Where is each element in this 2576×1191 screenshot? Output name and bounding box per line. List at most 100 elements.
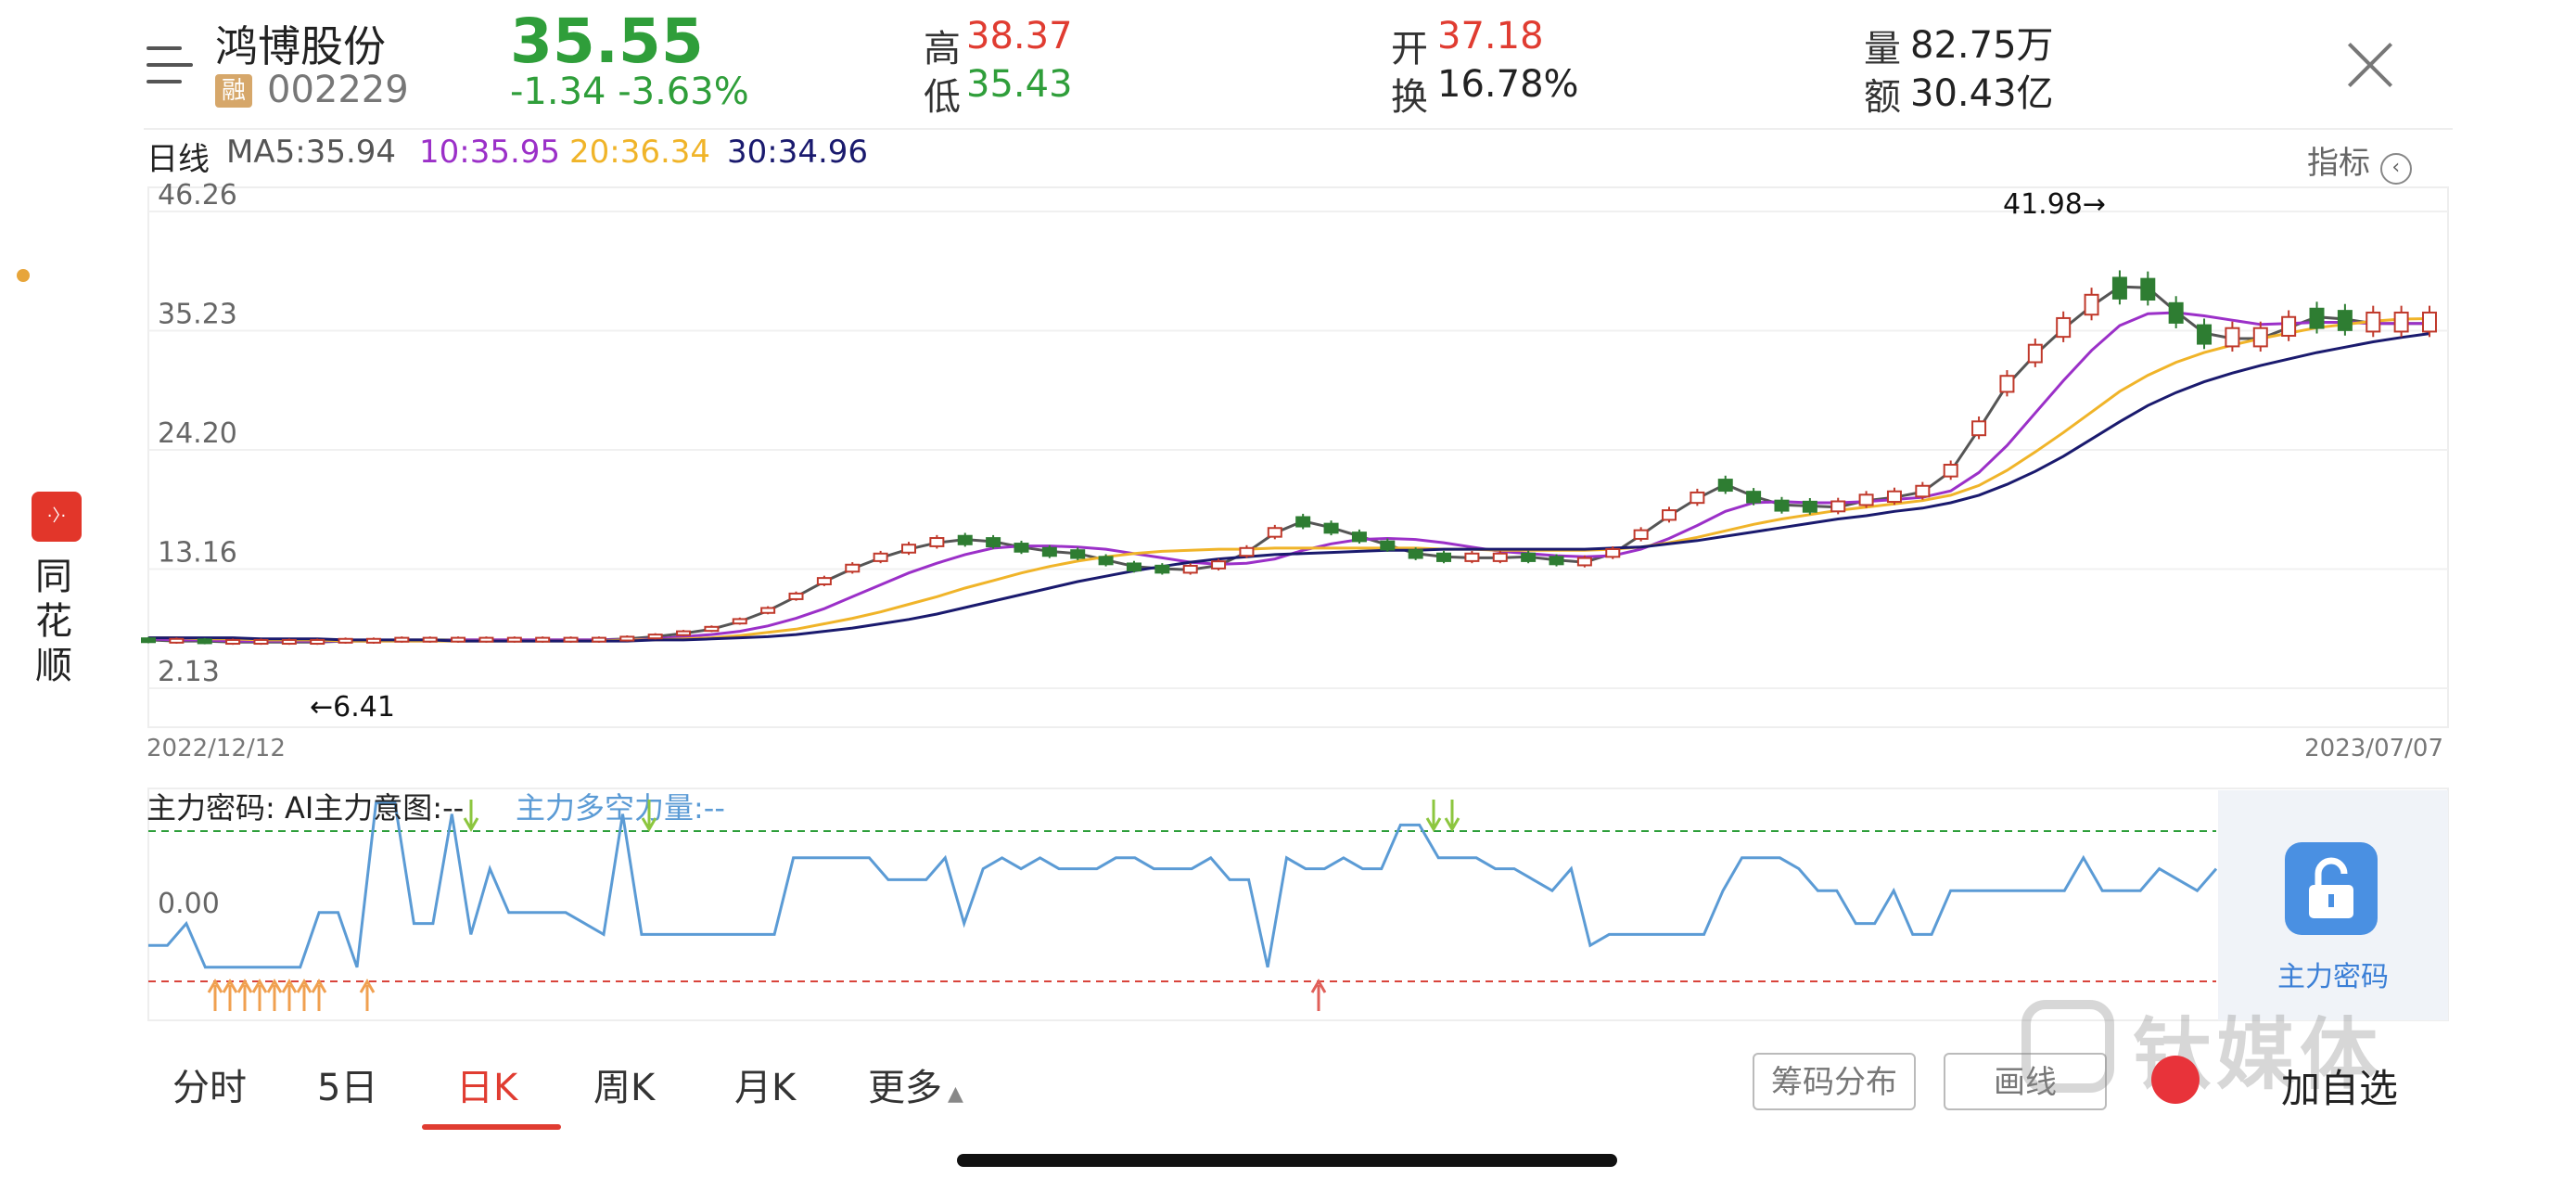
candle-body: [225, 638, 241, 646]
add-watchlist-icon[interactable]: [2151, 1056, 2200, 1104]
up-arrow-icon: [281, 979, 298, 993]
candle-body: [1999, 375, 2015, 393]
tab-month-k[interactable]: 月K: [734, 1067, 797, 1109]
candle-body: [1492, 552, 1508, 562]
candle-body: [1746, 491, 1762, 504]
candle-body: [1549, 556, 1564, 566]
candle-body: [619, 635, 635, 642]
candle-body: [1154, 564, 1170, 574]
candle-body: [169, 637, 185, 644]
amount-label: 额: [1864, 76, 1901, 119]
chart-grid: [147, 186, 2449, 728]
low-value: 35.43: [966, 63, 1073, 106]
menu-icon[interactable]: [147, 45, 195, 89]
annotation-high: 41.98→: [2003, 188, 2106, 221]
candle-body: [1351, 531, 1367, 543]
y-tick-label: 24.20: [158, 417, 237, 450]
candle-body: [1464, 552, 1480, 562]
candle-body: [1408, 549, 1423, 559]
ma-lines: [147, 285, 2430, 644]
candle-body: [451, 636, 466, 643]
ma5-legend: MA5:35.94: [226, 134, 397, 171]
volume-value: 82.75万: [1910, 24, 2054, 67]
candle-body: [1915, 484, 1931, 498]
y-tick-label: 13.16: [158, 537, 237, 570]
candle-body: [2422, 311, 2437, 333]
candle-body: [2281, 315, 2297, 338]
up-arrow-icon: [266, 979, 283, 993]
annotation-low: ←6.41: [310, 691, 395, 724]
candlesticks: [141, 270, 2437, 646]
margin-badge: 融: [215, 74, 252, 108]
stock-code: 002229: [267, 69, 409, 111]
ma-line-ma10: [147, 311, 2429, 643]
candle-body: [1380, 540, 1396, 551]
candle-body: [957, 534, 973, 545]
candle-body: [2197, 324, 2213, 345]
candle-body: [2027, 343, 2043, 364]
down-arrow-icon: [463, 817, 479, 832]
ma-line-ma20: [148, 317, 2430, 643]
candle-body: [338, 637, 353, 644]
chevron-left-icon: ‹: [2379, 153, 2412, 185]
turnover-label: 换: [1391, 76, 1428, 119]
candle-body: [1267, 527, 1282, 538]
candle-body: [1802, 500, 1817, 513]
active-tab-underline: [422, 1124, 561, 1130]
candle-body: [1521, 552, 1537, 562]
candle-body: [2337, 310, 2353, 331]
ma30-legend: 30:34.96: [727, 134, 869, 171]
candle-body: [1858, 493, 1874, 506]
up-arrow-icon: [207, 979, 223, 993]
candle-body: [1323, 522, 1339, 534]
x-start-label: 2022/12/12: [147, 735, 286, 762]
header-divider: [144, 128, 2453, 130]
indicator-label: 指标: [2307, 145, 2370, 182]
candle-body: [1690, 491, 1705, 505]
up-arrow-icon: [236, 979, 253, 993]
candle-body: [1830, 500, 1846, 513]
indicator-title: 主力密码: AI主力意图:--: [147, 790, 464, 826]
high-value: 38.37: [966, 15, 1073, 58]
price-change: -1.34 -3.63%: [510, 70, 749, 113]
indicator-line: [148, 801, 2218, 969]
candle-body: [1126, 562, 1141, 572]
candle-body: [986, 537, 1001, 548]
candle-body: [2252, 327, 2268, 348]
candle-body: [816, 577, 832, 585]
candle-body: [1436, 552, 1452, 562]
lock-icon[interactable]: [2285, 842, 2378, 935]
candle-body: [1605, 547, 1621, 558]
candle-body: [901, 544, 916, 554]
down-arrow-icon: [641, 817, 657, 832]
open-value: 37.18: [1437, 15, 1544, 58]
axis-labels: 46.26 35.23 24.20 13.16 2.13 2022/12/12 2023/0…: [147, 179, 2443, 762]
candle-body: [1098, 556, 1114, 566]
tonghuashun-logo-icon: ·〉·: [32, 492, 82, 542]
candle-body: [2225, 327, 2240, 348]
candle-body: [1717, 479, 1733, 493]
tab-day-k[interactable]: 日K: [456, 1067, 518, 1109]
candle-body: [1070, 549, 1086, 559]
tab-fenshi[interactable]: 分时: [172, 1067, 247, 1109]
candle-body: [535, 636, 551, 643]
current-price: 35.55: [510, 6, 704, 77]
tab-week-k[interactable]: 周K: [593, 1067, 656, 1109]
up-arrow-icon: [311, 979, 327, 993]
add-watchlist-button[interactable]: 加自选: [2281, 1066, 2399, 1111]
tab-five-day[interactable]: 5日: [317, 1067, 378, 1109]
candle-body: [2056, 316, 2072, 339]
main-chart-frame: [147, 186, 2449, 728]
candle-body: [1211, 560, 1227, 570]
volume-label: 量: [1864, 28, 1901, 70]
up-arrow-icon: [296, 979, 312, 993]
turnover-value: 16.78%: [1437, 63, 1579, 106]
chip-distribution-button[interactable]: 筹码分布: [1753, 1053, 1916, 1110]
candle-body: [647, 634, 663, 640]
candle-body: [676, 630, 692, 636]
up-arrow-icon: [1310, 979, 1327, 993]
tab-more[interactable]: 更多 ▲: [868, 1057, 963, 1111]
candle-body: [2084, 293, 2099, 316]
indicator-button[interactable]: 指标 ‹: [2307, 137, 2412, 185]
